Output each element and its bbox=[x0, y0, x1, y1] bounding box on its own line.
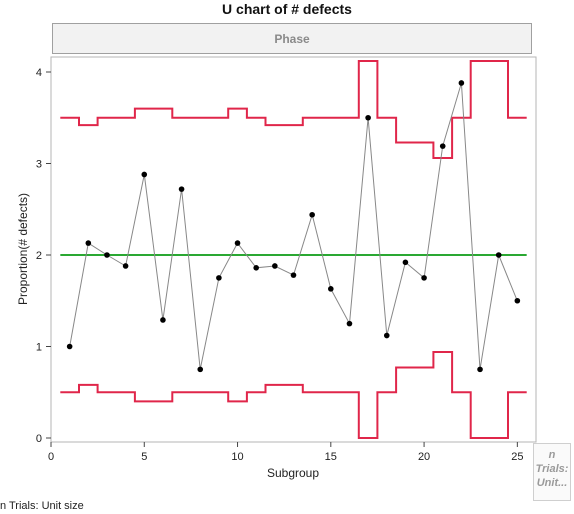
data-point bbox=[402, 259, 409, 266]
chart-title: U chart of # defects bbox=[222, 1, 352, 17]
data-point bbox=[458, 80, 465, 86]
footnote: n Trials: Unit size bbox=[0, 500, 84, 512]
data-point bbox=[272, 263, 278, 269]
legend-line-trials: Trials: bbox=[535, 463, 569, 475]
data-point bbox=[66, 343, 73, 350]
y-tick-label: 3 bbox=[36, 159, 42, 171]
data-point bbox=[122, 263, 129, 269]
data-point bbox=[421, 275, 427, 281]
phase-header: Phase bbox=[52, 23, 532, 54]
x-tick-label: 15 bbox=[325, 451, 337, 463]
data-point bbox=[85, 240, 92, 246]
x-tick-label: 0 bbox=[48, 451, 54, 463]
legend-line-unit: Unit... bbox=[536, 477, 568, 489]
data-point bbox=[290, 272, 297, 278]
x-tick-label: 5 bbox=[141, 451, 147, 463]
x-tick-label: 20 bbox=[418, 451, 430, 463]
legend-line-n: n bbox=[548, 449, 556, 461]
y-axis-title: Proportion(# defects) bbox=[16, 193, 30, 305]
data-point bbox=[104, 252, 110, 258]
n-trials-legend[interactable]: n Trials: Unit... bbox=[533, 443, 571, 501]
data-point bbox=[234, 240, 241, 246]
data-point bbox=[365, 114, 371, 121]
y-tick-label: 4 bbox=[36, 67, 42, 79]
data-point bbox=[514, 297, 521, 304]
lower-control-limit bbox=[60, 351, 527, 439]
x-tick-label: 25 bbox=[511, 451, 523, 463]
data-point bbox=[178, 186, 185, 192]
data-point bbox=[328, 286, 334, 292]
y-tick-label: 2 bbox=[36, 250, 42, 262]
phase-label: Phase bbox=[274, 31, 310, 46]
x-axis: 0 5 10 15 20 25 bbox=[48, 442, 523, 463]
data-point bbox=[141, 171, 148, 178]
x-axis-title: Subgroup bbox=[267, 466, 319, 480]
y-tick-label: 1 bbox=[36, 342, 42, 354]
data-point bbox=[309, 211, 315, 218]
data-point bbox=[477, 366, 483, 373]
data-point bbox=[197, 366, 204, 373]
plot-frame bbox=[50, 56, 537, 443]
y-axis: 0 1 2 3 4 bbox=[36, 67, 51, 445]
x-tick-label: 10 bbox=[231, 451, 243, 463]
data-point bbox=[495, 252, 502, 258]
data-point bbox=[253, 265, 259, 271]
upper-control-limit bbox=[60, 60, 527, 159]
data-point bbox=[160, 317, 166, 323]
y-tick-label: 0 bbox=[36, 433, 42, 445]
data-point bbox=[216, 275, 222, 281]
plot-area bbox=[60, 60, 527, 439]
data-point bbox=[346, 320, 353, 327]
data-point bbox=[383, 332, 390, 339]
data-point bbox=[439, 143, 446, 149]
